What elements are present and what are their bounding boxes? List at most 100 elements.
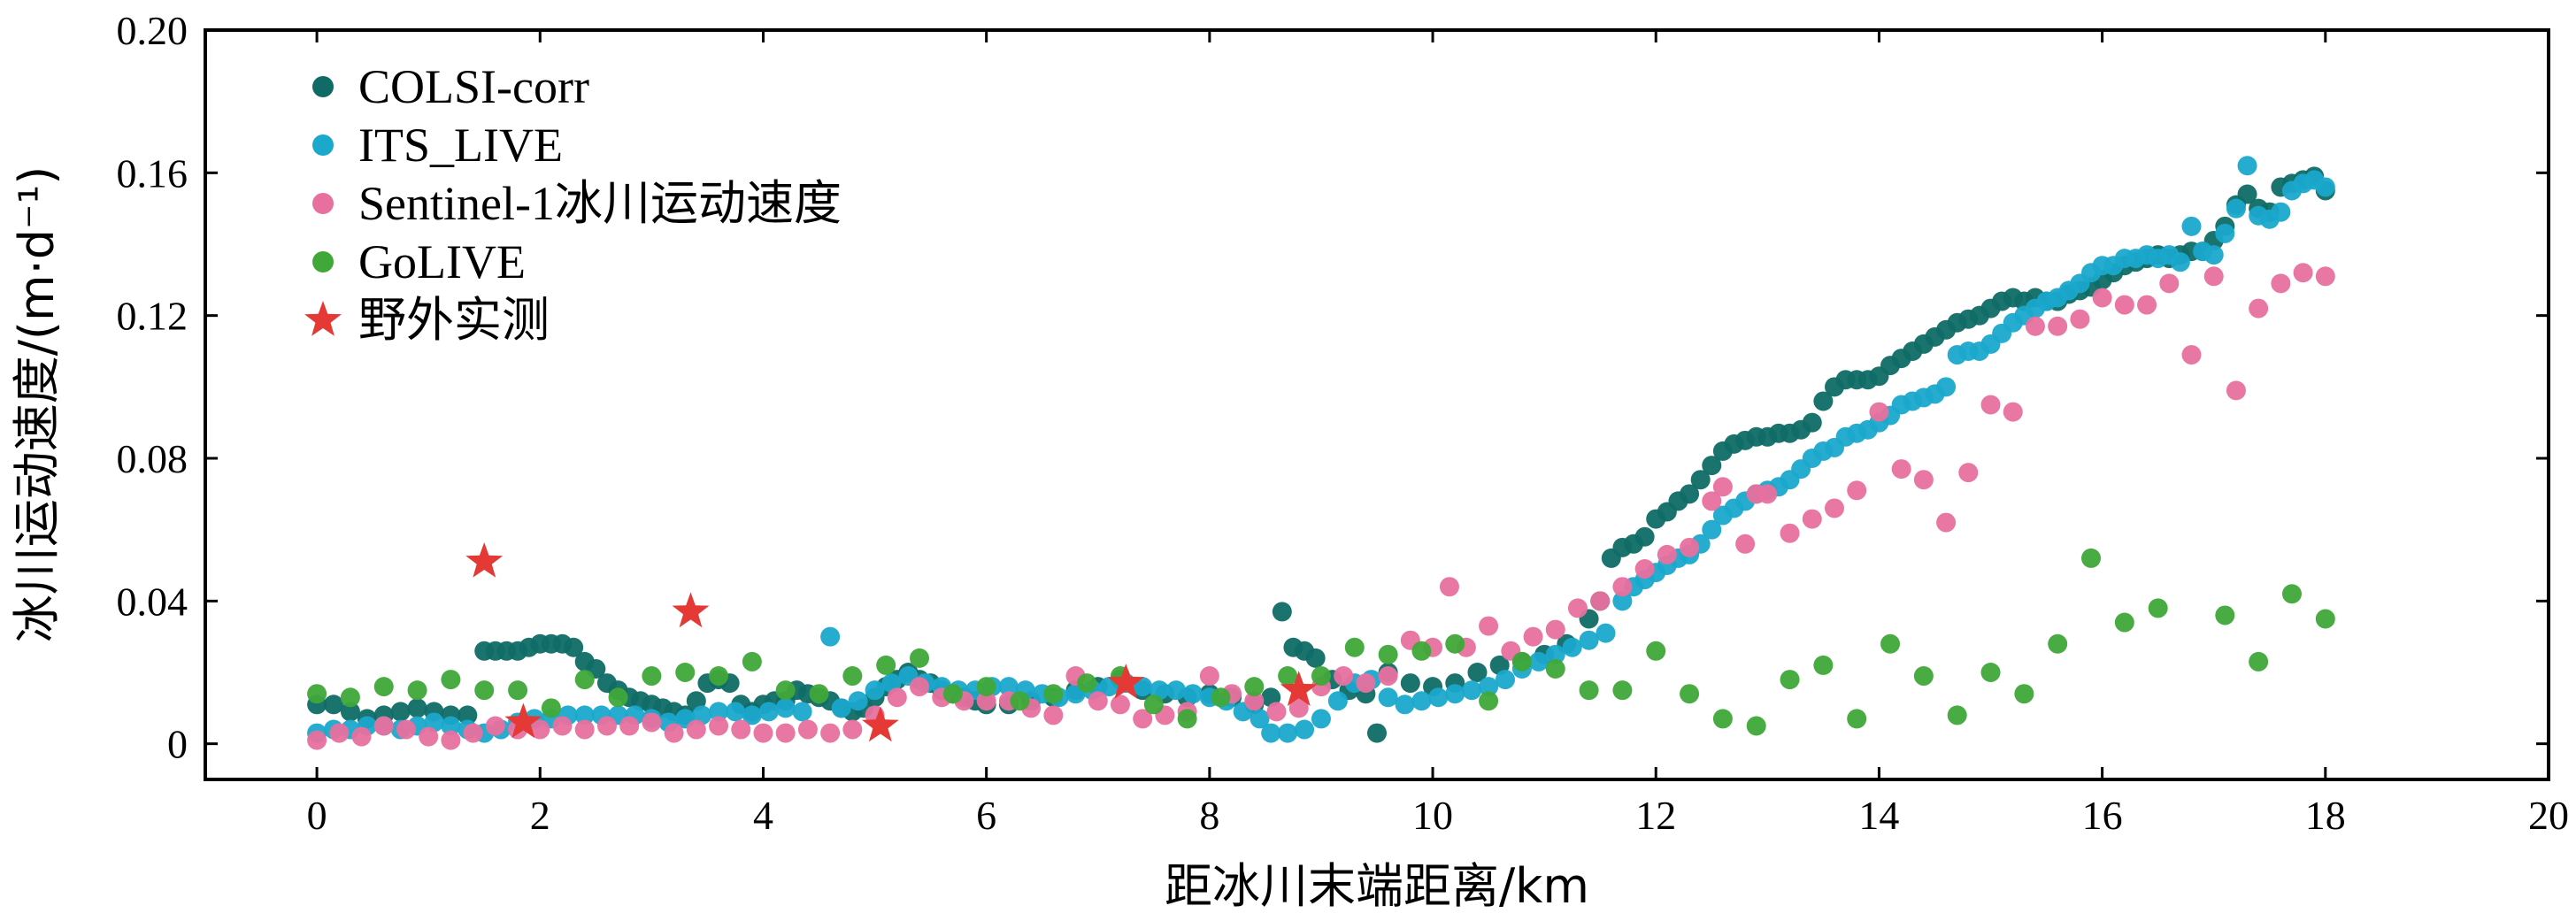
data-point [2249,298,2269,319]
data-point [1177,709,1197,729]
x-tick-label: 8 [1199,793,1219,838]
legend-label: GoLIVE [358,235,526,288]
data-point [2237,184,2257,204]
data-point [2215,605,2235,626]
data-point [820,626,841,647]
data-point [340,702,360,722]
data-point [709,666,729,687]
plot-area [204,28,2550,781]
data-point [574,670,595,690]
data-point [1802,412,1822,433]
data-point [1462,680,1482,701]
data-point [1612,591,1633,611]
y-tick-label: 0.04 [117,579,188,624]
data-point [574,719,595,740]
x-tick-label: 0 [307,793,327,838]
data-point [1288,698,1309,718]
data-point [1802,509,1822,529]
data-point [887,687,907,708]
data-point [1244,677,1265,697]
data-point [1428,687,1449,708]
y-axis-label: 冰川运动速度/(m·d⁻¹) [9,166,65,643]
data-point [1690,470,1711,490]
data-point [1702,491,1722,511]
data-point [976,677,996,697]
x-tick-label: 20 [2528,793,2569,838]
data-point [1043,705,1064,725]
legend-label: Sentinel-1冰川运动速度 [358,177,842,230]
data-point [1278,666,1298,687]
data-point [664,723,684,743]
data-point [2249,651,2269,672]
data-point [976,691,996,711]
data-point [396,719,416,740]
y-tick-label: 0.12 [117,294,188,339]
data-point [1813,391,1834,411]
data-point [2315,266,2335,287]
data-point [2003,402,2023,422]
data-point [1980,395,2001,415]
data-point [2181,216,2202,236]
data-point [809,684,829,704]
data-point [441,716,461,736]
data-point [910,648,930,668]
data-point [1378,687,1398,708]
data-point [1496,670,1516,690]
data-point [1272,602,1292,622]
data-point [441,730,461,750]
data-point [1378,666,1398,687]
data-point [373,677,394,697]
data-point [709,716,729,736]
data-point [686,719,706,740]
data-point [2014,684,2034,704]
legend-label: ITS_LIVE [358,119,563,172]
y-tick-label: 0 [167,722,188,767]
x-tick-label: 10 [1412,793,1453,838]
data-point [1467,663,1488,682]
data-point-star [1107,664,1145,699]
data-point [1657,544,1677,564]
data-point [307,730,327,750]
data-point [2092,288,2112,308]
data-point [1445,684,1465,704]
data-point [1813,655,1834,675]
data-point [2181,345,2202,365]
data-point [1334,666,1354,687]
data-point [1780,523,1800,543]
data-point [675,663,696,682]
data-point [1143,695,1164,715]
data-point [474,680,495,701]
y-tick-label: 0.20 [117,8,188,53]
data-point [463,723,483,743]
data-point [1266,702,1287,722]
data-point [1511,651,1532,672]
data-point [1958,463,1979,483]
legend-dot-icon [312,251,334,272]
x-tick-label: 2 [530,793,550,838]
data-point [1712,709,1733,729]
data-point [1545,658,1565,679]
data-point [1612,577,1633,597]
data-point [351,726,372,747]
data-point [742,705,762,725]
data-point [1634,559,1655,579]
data-point [608,687,628,708]
data-point [2148,598,2168,618]
data-point [1913,666,1934,687]
x-tick-label: 16 [2082,793,2123,838]
data-point [731,719,751,740]
data-point [419,726,439,747]
data-point [742,651,762,672]
data-point [797,719,818,740]
legend-dot-icon [312,76,334,97]
data-point [2170,252,2190,272]
data-point [1445,633,1465,654]
data-point [1199,666,1219,687]
data-point [2237,156,2257,176]
y-tick-label: 0.16 [117,150,188,196]
data-point [820,723,841,743]
data-point [541,698,561,718]
data-point [2159,273,2180,294]
data-point [1913,470,1934,490]
data-point [441,670,461,690]
